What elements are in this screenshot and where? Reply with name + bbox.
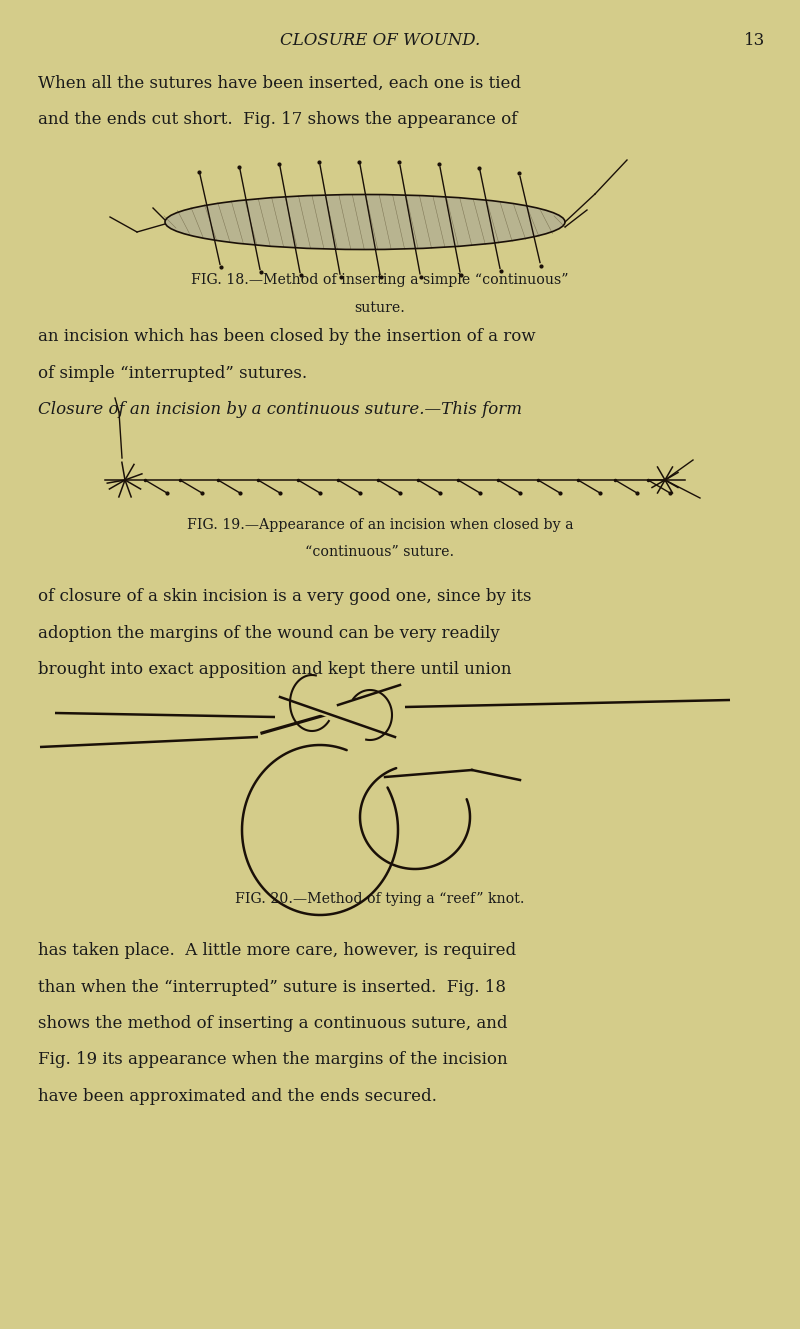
Text: Closure of an incision by a continuous suture.—This form: Closure of an incision by a continuous s… — [38, 401, 522, 419]
Text: of simple “interrupted” sutures.: of simple “interrupted” sutures. — [38, 364, 307, 381]
Text: brought into exact apposition and kept there until union: brought into exact apposition and kept t… — [38, 661, 511, 678]
Text: than when the “interrupted” suture is inserted.  Fig. 18: than when the “interrupted” suture is in… — [38, 978, 506, 995]
Text: 13: 13 — [744, 32, 765, 49]
Text: an incision which has been closed by the insertion of a row: an incision which has been closed by the… — [38, 328, 536, 346]
Ellipse shape — [165, 194, 565, 250]
Text: Fig. 19 its appearance when the margins of the incision: Fig. 19 its appearance when the margins … — [38, 1051, 508, 1069]
Text: FIG. 19.—Appearance of an incision when closed by a: FIG. 19.—Appearance of an incision when … — [186, 518, 574, 532]
Text: adoption the margins of the wound can be very readily: adoption the margins of the wound can be… — [38, 625, 500, 642]
Text: When all the sutures have been inserted, each one is tied: When all the sutures have been inserted,… — [38, 74, 521, 92]
Text: “continuous” suture.: “continuous” suture. — [306, 545, 454, 560]
Text: have been approximated and the ends secured.: have been approximated and the ends secu… — [38, 1088, 437, 1104]
Text: CLOSURE OF WOUND.: CLOSURE OF WOUND. — [280, 32, 480, 49]
Text: suture.: suture. — [354, 300, 406, 315]
Text: has taken place.  A little more care, however, is required: has taken place. A little more care, how… — [38, 942, 516, 960]
Text: of closure of a skin incision is a very good one, since by its: of closure of a skin incision is a very … — [38, 587, 531, 605]
Text: FIG. 18.—Method of inserting a simple “continuous”: FIG. 18.—Method of inserting a simple “c… — [191, 272, 569, 287]
Text: FIG. 20.—Method of tying a “reef” knot.: FIG. 20.—Method of tying a “reef” knot. — [235, 892, 525, 906]
Text: shows the method of inserting a continuous suture, and: shows the method of inserting a continuo… — [38, 1015, 507, 1033]
Text: and the ends cut short.  Fig. 17 shows the appearance of: and the ends cut short. Fig. 17 shows th… — [38, 112, 518, 129]
